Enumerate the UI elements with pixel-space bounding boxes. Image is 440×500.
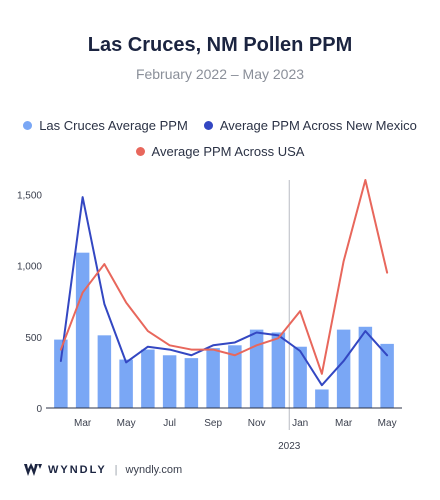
bar: [315, 389, 329, 408]
chart-legend: Las Cruces Average PPM Average PPM Acros…: [0, 116, 440, 168]
bar: [293, 346, 307, 408]
brand-name: WYNDLY: [48, 464, 107, 476]
series-line: [59, 196, 389, 387]
bar: [141, 349, 155, 408]
x-tick-label: Mar: [335, 418, 353, 429]
y-tick-label: 500: [25, 333, 42, 344]
wyndly-w-icon: [24, 463, 42, 476]
legend-dot-usa: [135, 146, 145, 156]
footer-separator: |: [114, 464, 118, 476]
series-line: [59, 179, 389, 375]
x-tick-label: Jan: [292, 418, 308, 429]
year-label: 2023: [278, 441, 301, 452]
bar: [358, 326, 373, 408]
x-tick-label: Sep: [204, 418, 222, 429]
x-tick-label: May: [117, 418, 136, 429]
y-tick-label: 1,500: [17, 190, 42, 201]
brand-logo: WYNDLY: [24, 463, 107, 477]
bar: [380, 343, 394, 408]
bar: [249, 329, 264, 408]
legend-label-las-cruces: Las Cruces Average PPM: [39, 117, 188, 133]
chart-subtitle: February 2022 – May 2023: [135, 66, 305, 82]
x-tick-label: May: [378, 418, 397, 429]
footer: WYNDLY | wyndly.com: [24, 460, 182, 480]
legend-item-new-mexico: Average PPM Across New Mexico: [203, 117, 417, 133]
bar: [206, 348, 220, 408]
bar: [228, 345, 242, 408]
legend-label-usa: Average PPM Across USA: [151, 143, 305, 159]
x-tick-label: Nov: [248, 418, 266, 429]
bar: [336, 329, 351, 408]
footer-site: wyndly.com: [125, 464, 183, 476]
x-tick-label: Mar: [74, 418, 92, 429]
bar: [75, 252, 90, 408]
bar: [54, 339, 68, 408]
y-tick-label: 1,000: [17, 262, 42, 273]
legend-dot-las-cruces: [23, 120, 33, 130]
x-tick-label: Jul: [163, 418, 176, 429]
legend-item-usa: Average PPM Across USA: [135, 143, 305, 159]
bar: [271, 332, 286, 408]
y-tick-label: 0: [36, 404, 42, 415]
legend-item-las-cruces: Las Cruces Average PPM: [23, 118, 188, 133]
bar: [162, 355, 177, 408]
chart-title: Las Cruces, NM Pollen PPM: [87, 34, 353, 56]
legend-label-new-mexico: Average PPM Across New Mexico: [219, 117, 417, 133]
bar: [184, 358, 199, 408]
pollen-chart: 0 500 1,000 1,500 2023 Mar May Jul Sep Nov Jan Mar M…: [17, 179, 402, 452]
legend-dot-new-mexico: [203, 120, 213, 130]
bar: [97, 335, 112, 408]
bar: [119, 359, 133, 408]
